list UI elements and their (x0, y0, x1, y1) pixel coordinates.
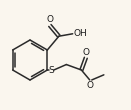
Text: OH: OH (74, 29, 87, 38)
Text: O: O (86, 81, 93, 90)
Text: O: O (82, 48, 89, 57)
Text: S: S (48, 65, 54, 74)
Text: O: O (46, 16, 53, 25)
